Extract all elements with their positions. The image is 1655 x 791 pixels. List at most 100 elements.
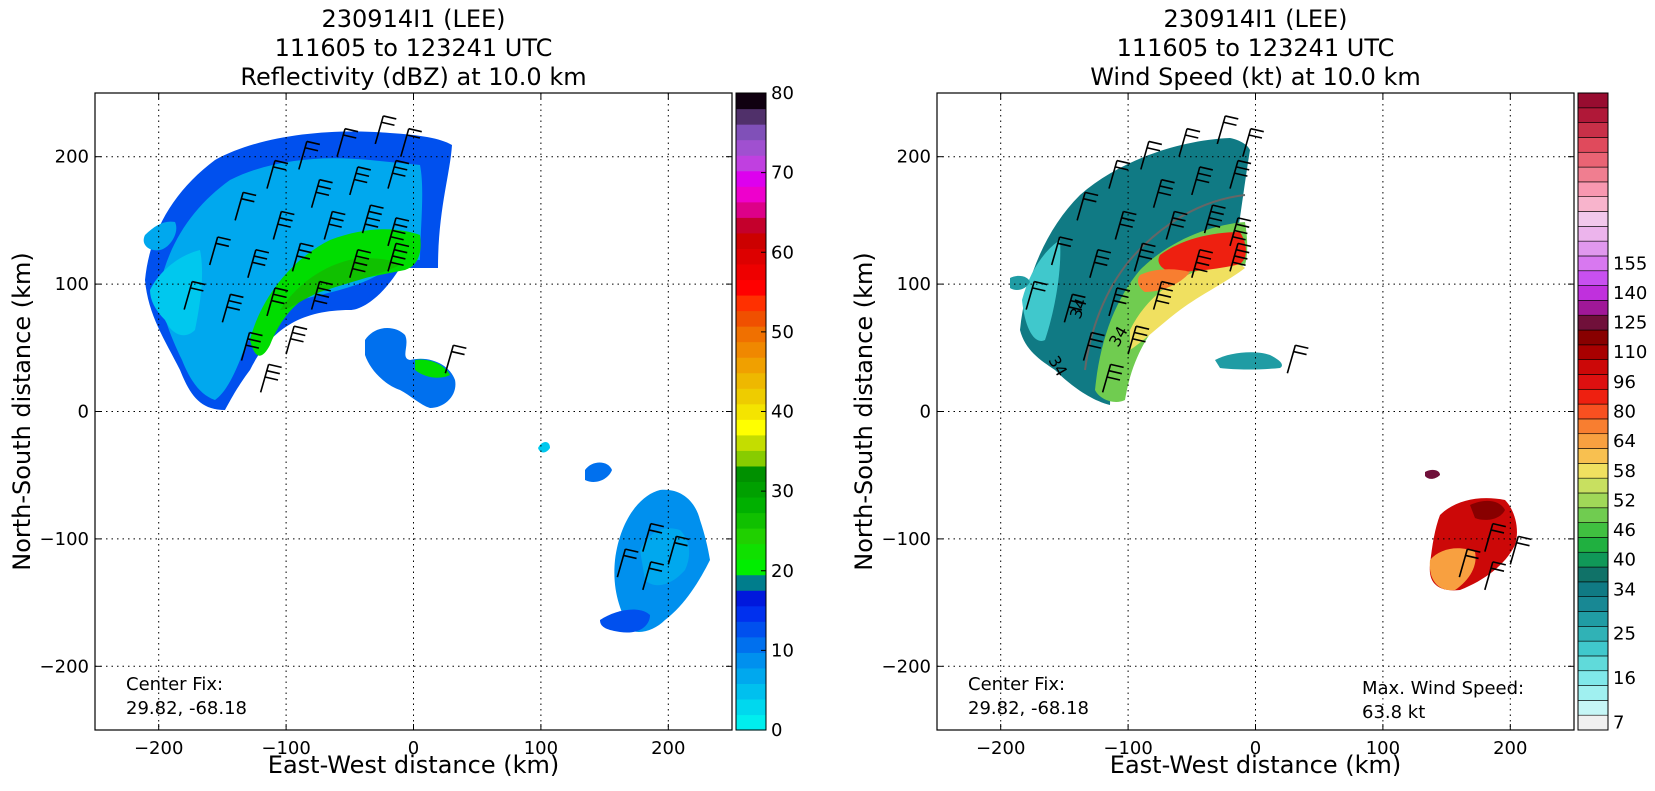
- reflectivity-colorbar-swatch: [736, 279, 766, 296]
- reflectivity-colorbar-swatch: [736, 326, 766, 343]
- wind-wind-barb: [1286, 344, 1309, 374]
- wind-wind-barb: [1229, 242, 1252, 272]
- wind-colorbar-swatch: [1577, 166, 1609, 183]
- reflectivity-colorbar-swatch: [736, 403, 766, 420]
- wind-colorbar-label: 110: [1613, 342, 1647, 363]
- reflectivity-colorbar-label: 0: [771, 720, 782, 741]
- wind-xtick-label: 0: [1250, 738, 1261, 759]
- wind-colorbar-label: 64: [1613, 431, 1636, 452]
- wind-wind-barb: [1108, 287, 1131, 317]
- wind-wind-barb: [1127, 325, 1150, 355]
- reflectivity-colorbar-swatch: [736, 108, 766, 125]
- reflectivity-xtick-label: 100: [524, 738, 558, 759]
- wind-wind-barb: [1025, 280, 1048, 310]
- wind-western-blob: [1010, 275, 1030, 290]
- wind-wind-barb: [1089, 248, 1112, 278]
- wind-colorbar-swatch: [1577, 418, 1609, 435]
- reflectivity-title-line1: 230914I1 (LEE): [321, 5, 505, 33]
- wind-colorbar-swatch: [1577, 685, 1609, 701]
- wind-wind-barb: [1101, 363, 1124, 393]
- wind-colorbar-swatch: [1577, 655, 1609, 672]
- wind-colorbar-swatch: [1577, 626, 1609, 642]
- wind-axes-frame: [936, 92, 1575, 731]
- reflectivity-wind-barb: [336, 127, 359, 157]
- wind-colorbar-swatch: [1577, 403, 1609, 420]
- reflectivity-colorbar-swatch: [736, 294, 766, 312]
- reflectivity-colorbar-swatch: [736, 232, 766, 249]
- reflectivity-wind-barb: [349, 248, 371, 278]
- wind-wind-barb: [1152, 280, 1175, 310]
- wind-colorbar-swatch: [1577, 477, 1609, 494]
- reflectivity-wind-barb: [642, 522, 664, 552]
- wind-colorbar-swatch: [1577, 300, 1609, 316]
- reflectivity-colorbar-swatch: [736, 310, 766, 327]
- reflectivity-xlabel: East-West distance (km): [268, 751, 559, 779]
- wind-ytick-label: 0: [920, 402, 931, 423]
- wind-colorbar-swatch: [1577, 285, 1609, 301]
- reflectivity-colorbar-swatch: [736, 124, 766, 141]
- refl-se-speck2: [538, 442, 550, 453]
- wind-wind-barb: [1484, 561, 1506, 591]
- wind-wind-barb: [1108, 159, 1131, 189]
- wind-colorbar-swatch: [1577, 255, 1609, 272]
- reflectivity-colorbar-label: 30: [771, 481, 794, 502]
- reflectivity-wind-barb: [291, 242, 314, 272]
- reflectivity-colorbar-swatch: [736, 248, 766, 265]
- wind-colorbar-swatch: [1577, 122, 1609, 138]
- wind-colorbar-label: 7: [1613, 713, 1624, 734]
- wind-colorbar-swatch: [1577, 181, 1609, 197]
- wind-wind-barb: [1165, 210, 1188, 240]
- wind-wind-barbs: [1025, 115, 1532, 591]
- wind-colorbar-swatch: [1577, 344, 1609, 360]
- reflectivity-xtick-label: 0: [408, 738, 419, 759]
- reflectivity-colorbar-swatch: [736, 528, 766, 545]
- wind-wind-barb: [1076, 191, 1099, 221]
- wind-wind-barb: [1203, 204, 1226, 234]
- reflectivity-colorbar-swatch: [736, 372, 766, 389]
- wind-wind-barb: [1114, 210, 1137, 240]
- wind-speed-panel: 230914I1 (LEE) 111605 to 123241 UTC Wind…: [850, 5, 1647, 779]
- reflectivity-wind-barb: [266, 159, 289, 189]
- reflectivity-colorbar-swatch: [736, 652, 766, 669]
- reflectivity-wind-barb: [310, 280, 333, 310]
- wind-wind-barb: [1152, 178, 1175, 208]
- wind-wind-barb: [1229, 217, 1252, 247]
- reflectivity-ytick-label: 100: [55, 274, 89, 295]
- wind-colorbar-label: 46: [1613, 520, 1636, 541]
- wind-title-line3: Wind Speed (kt) at 10.0 km: [1090, 63, 1421, 91]
- reflectivity-colorbar-label: 10: [771, 640, 794, 661]
- wind-colorbar-swatch: [1577, 463, 1609, 479]
- reflectivity-colorbar-swatch: [736, 714, 766, 731]
- refl-core-cyan: [150, 250, 203, 336]
- wind-grid: [937, 93, 1574, 730]
- reflectivity-wind-barb: [374, 115, 397, 145]
- reflectivity-wind-barb: [667, 535, 690, 565]
- wind-colorbar-label: 34: [1613, 579, 1636, 600]
- wind-colorbar-swatch: [1577, 566, 1609, 583]
- wind-colorbar-swatch: [1577, 670, 1609, 686]
- wind-title-line1: 230914I1 (LEE): [1163, 5, 1347, 33]
- wind-colorbar-swatch: [1577, 507, 1609, 523]
- wind-colorbar-swatch: [1577, 240, 1609, 257]
- wind-wind-barb: [1178, 127, 1201, 157]
- wind-colorbar-swatch: [1577, 359, 1609, 375]
- reflectivity-wind-barb: [221, 293, 244, 323]
- wind-colorbar-label: 58: [1613, 461, 1636, 482]
- wind-xtick-label: 200: [1493, 738, 1527, 759]
- reflectivity-colorbar-swatch: [736, 698, 766, 716]
- wind-xtick-label: 100: [1366, 738, 1400, 759]
- wind-colorbar-label: 52: [1613, 490, 1636, 511]
- reflectivity-colorbar: 0 10 20 30 40 50 60 70 80: [735, 83, 794, 741]
- reflectivity-field: [143, 131, 710, 633]
- wind-max-annotation-line2: 63.8 kt: [1362, 702, 1425, 723]
- wind-colorbar-swatch: [1577, 581, 1609, 597]
- reflectivity-ytick-label: 200: [55, 147, 89, 168]
- wind-colorbar-swatch: [1577, 137, 1609, 153]
- reflectivity-colorbar-label: 20: [771, 561, 794, 582]
- wind-yellow-band: [1130, 263, 1245, 350]
- wind-se-speck: [1425, 469, 1440, 479]
- wind-colorbar-swatch: [1577, 196, 1609, 212]
- reflectivity-wind-barb: [399, 127, 422, 157]
- reflectivity-wind-barb: [310, 178, 333, 208]
- reflectivity-ytick-label: −200: [40, 656, 89, 677]
